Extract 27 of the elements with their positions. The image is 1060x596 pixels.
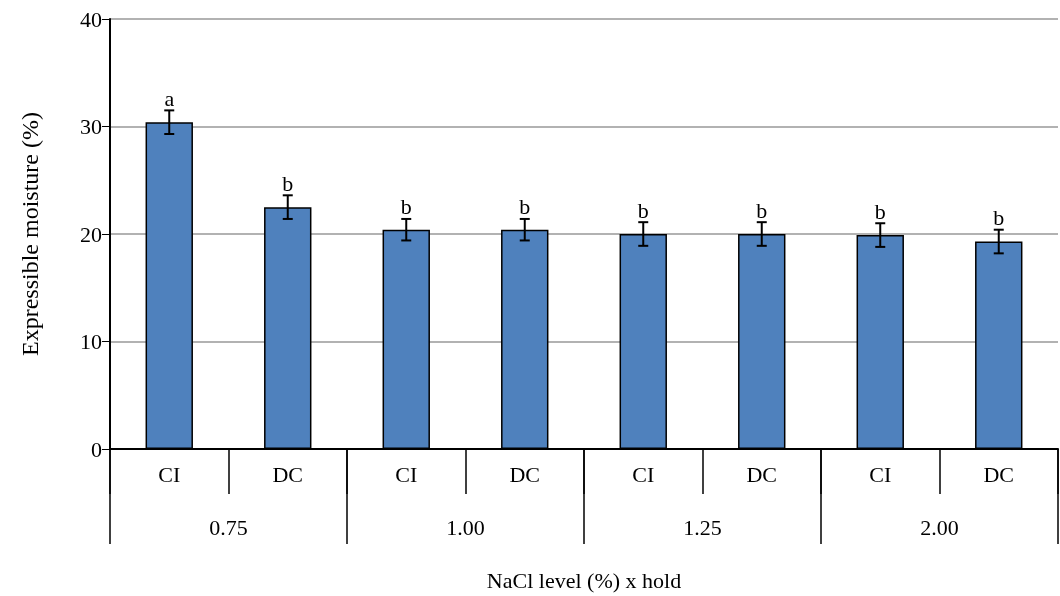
x-tick-label: CI	[632, 461, 655, 487]
x-tick-label: DC	[272, 461, 304, 487]
x-axis-title: NaCl level (%) x hold	[486, 567, 682, 593]
y-tick-label: 0	[91, 436, 102, 462]
y-tick-label: 10	[80, 329, 102, 354]
x-tick-label: DC	[509, 461, 541, 487]
data-label: b	[756, 197, 768, 223]
data-label: b	[400, 194, 412, 220]
x-tick-label: CI	[158, 461, 181, 487]
data-label: b	[282, 170, 294, 196]
x-tick-label: DC	[983, 461, 1015, 487]
y-tick-label: 30	[80, 114, 102, 139]
x-tick-label: DC	[746, 461, 778, 487]
data-label: b	[519, 194, 531, 220]
data-label: a	[164, 85, 175, 111]
y-axis-title: Expressible moisture (%)	[17, 112, 43, 356]
y-tick-label: 40	[80, 6, 102, 32]
x-tick-label: CI	[395, 461, 418, 487]
y-tick-label: 20	[80, 221, 102, 247]
x-tick-label: CI	[869, 461, 892, 487]
data-label: b	[874, 198, 886, 224]
text: 1.00	[446, 514, 485, 540]
text: 2.00	[920, 514, 959, 540]
text: 1.25	[683, 514, 722, 540]
data-label: b	[993, 205, 1005, 231]
data-label: b	[637, 197, 649, 223]
text: 0.75	[209, 514, 248, 540]
